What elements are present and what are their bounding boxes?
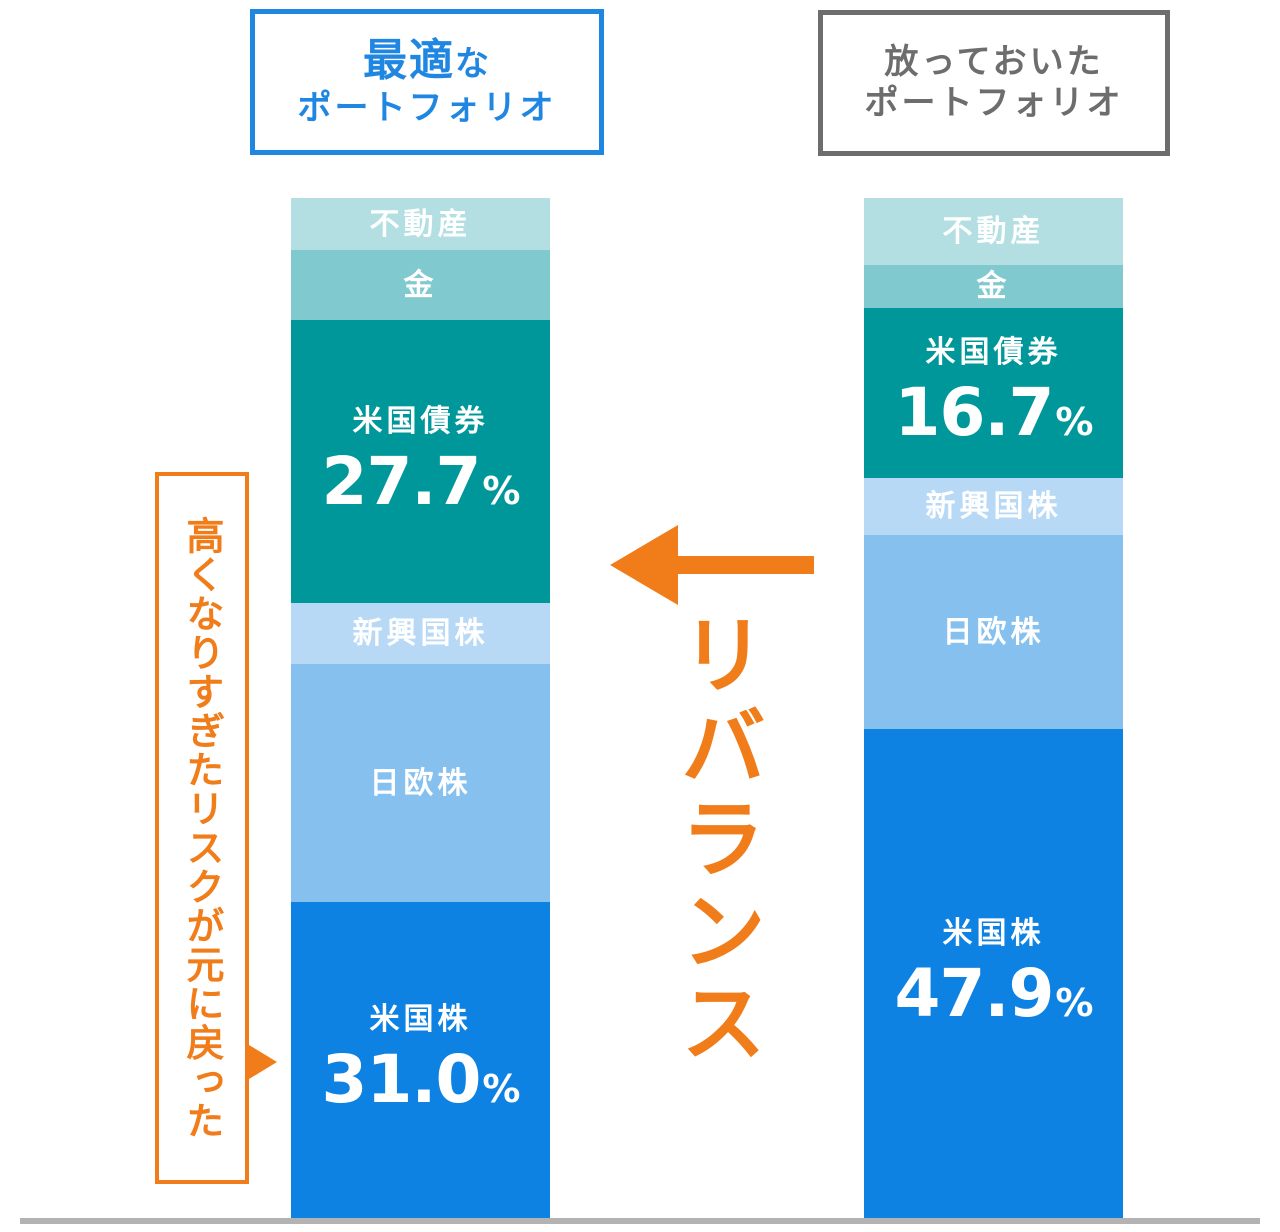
neglected-portfolio-title-line1: 放っておいた bbox=[884, 42, 1104, 83]
neglected-portfolio-header: 放っておいた ポートフォリオ bbox=[818, 10, 1170, 156]
optimal-portfolio-title-line2: ポートフォリオ bbox=[297, 88, 557, 128]
optimal-bar-segment-jp-eu-stocks: 日欧株 bbox=[291, 664, 550, 902]
optimal-bar-segment-emerging-stocks: 新興国株 bbox=[291, 603, 550, 664]
optimal-bar-segment-us-stocks: 米国株 31.0% bbox=[291, 902, 550, 1218]
rebalance-arrow-icon bbox=[610, 525, 814, 605]
optimal-segment-label-emerging-stocks: 新興国株 bbox=[352, 616, 489, 651]
optimal-segment-label-jp-eu-stocks: 日欧株 bbox=[369, 765, 472, 801]
risk-note-box: 高くなりすぎたリスクが元に戻った bbox=[155, 472, 249, 1184]
percent-sign: % bbox=[482, 1067, 520, 1112]
optimal-segment-label-gold: 金 bbox=[403, 267, 438, 303]
neglected-segment-label-emerging-stocks: 新興国株 bbox=[925, 489, 1062, 524]
neglected-bar-segment-emerging-stocks: 新興国株 bbox=[864, 478, 1123, 535]
neglected-bar-segment-us-stocks: 米国株 47.9% bbox=[864, 729, 1123, 1218]
optimal-bar-segment-real-estate: 不動産 bbox=[291, 198, 550, 250]
optimal-segment-value-us-bonds: 27.7% bbox=[321, 442, 521, 520]
percent-sign: % bbox=[482, 468, 520, 513]
risk-note-text: 高くなりすぎたリスクが元に戻った bbox=[180, 516, 224, 1140]
neglected-segment-value-us-bonds: 16.7% bbox=[894, 374, 1094, 452]
neglected-segment-label-jp-eu-stocks: 日欧株 bbox=[942, 614, 1045, 650]
neglected-bar-segment-jp-eu-stocks: 日欧株 bbox=[864, 535, 1123, 729]
optimal-title-suffix: な bbox=[455, 44, 491, 85]
optimal-segment-value-us-stocks: 31.0% bbox=[321, 1041, 521, 1119]
neglected-segment-label-us-stocks: 米国株 bbox=[942, 915, 1045, 951]
percent-sign: % bbox=[1055, 400, 1093, 445]
optimal-segment-label-real-estate: 不動産 bbox=[369, 206, 472, 242]
neglected-segment-label-us-bonds: 米国債券 bbox=[925, 335, 1062, 371]
optimal-bar-segment-us-bonds: 米国債券 27.7% bbox=[291, 320, 550, 603]
chart-baseline bbox=[20, 1218, 1260, 1224]
optimal-title-main: 最適 bbox=[363, 35, 455, 87]
neglected-segment-label-gold: 金 bbox=[976, 269, 1011, 304]
percent-sign: % bbox=[1055, 980, 1093, 1025]
optimal-bar-segment-gold: 金 bbox=[291, 250, 550, 320]
rebalance-label: リバランス bbox=[665, 610, 765, 1070]
neglected-segment-value-us-stocks: 47.9% bbox=[894, 954, 1094, 1032]
neglected-bar-segment-real-estate: 不動産 bbox=[864, 198, 1123, 265]
neglected-segment-label-real-estate: 不動産 bbox=[942, 214, 1045, 249]
neglected-bar-segment-us-bonds: 米国債券 16.7% bbox=[864, 308, 1123, 478]
optimal-portfolio-header: 最適な ポートフォリオ bbox=[250, 9, 604, 155]
optimal-segment-label-us-stocks: 米国株 bbox=[369, 1002, 472, 1038]
risk-note-pointer bbox=[249, 1045, 277, 1079]
optimal-segment-label-us-bonds: 米国債券 bbox=[352, 403, 489, 439]
neglected-bar-segment-gold: 金 bbox=[864, 265, 1123, 308]
neglected-portfolio-title-line2: ポートフォリオ bbox=[864, 83, 1124, 123]
optimal-portfolio-title-line1: 最適な bbox=[363, 35, 491, 88]
